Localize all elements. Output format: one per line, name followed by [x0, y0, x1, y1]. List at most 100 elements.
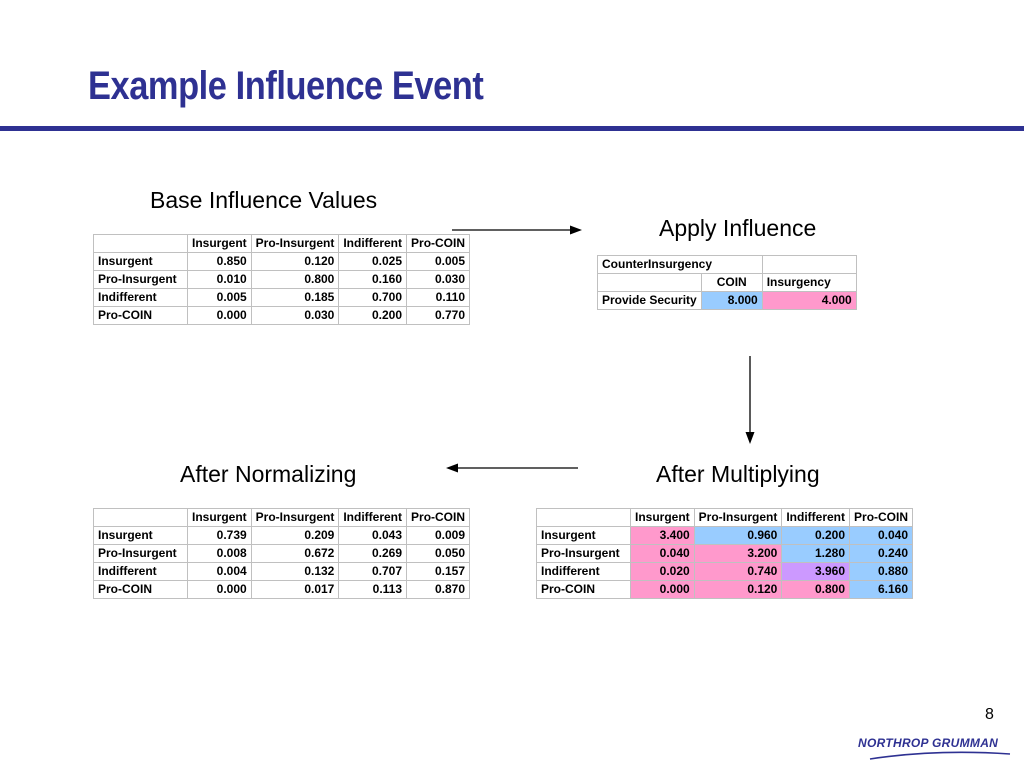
table-cell: 4.000 — [761, 291, 857, 310]
table-cell: 0.770 — [406, 306, 471, 325]
table-cell: 0.030 — [406, 270, 471, 289]
table-cell: 0.700 — [338, 288, 408, 307]
table-cell: 0.157 — [406, 562, 471, 581]
table-row: Provide Security 8.000 4.000 — [597, 291, 857, 310]
table-cell: 1.280 — [781, 544, 851, 563]
table-row: Insurgent 0.850 0.120 0.025 0.005 — [93, 252, 471, 271]
col-header: Pro-Insurgent — [693, 508, 783, 527]
table-cell: 0.040 — [849, 526, 914, 545]
arrow-left-icon — [446, 463, 578, 473]
apply-influence-table: CounterInsurgency COIN Insurgency Provid… — [597, 255, 857, 310]
col-header: Insurgent — [630, 508, 695, 527]
corner-cell — [93, 508, 188, 527]
table-cell: 0.004 — [187, 562, 252, 581]
title-underline — [0, 126, 1024, 131]
table-cell: 6.160 — [849, 580, 914, 599]
row-label: Insurgent — [93, 526, 188, 545]
col-header: Indifferent — [338, 508, 408, 527]
table-cell: 0.850 — [187, 252, 252, 271]
arrow-right-icon — [452, 225, 582, 235]
row-label: Indifferent — [536, 562, 631, 581]
group-label: CounterInsurgency — [597, 255, 763, 274]
caption-after-multiplying: After Multiplying — [656, 461, 820, 487]
table-cell: 0.113 — [338, 580, 408, 599]
row-label: Pro-Insurgent — [536, 544, 631, 563]
col-header-coin: COIN — [700, 273, 763, 292]
table-cell: 0.120 — [250, 252, 340, 271]
table-cell: 0.870 — [406, 580, 471, 599]
table-cell: 0.017 — [250, 580, 340, 599]
col-header: Indifferent — [338, 234, 408, 253]
table-cell: 0.009 — [406, 526, 471, 545]
table-row: Pro-COIN 0.000 0.030 0.200 0.770 — [93, 306, 471, 325]
corner-cell — [93, 234, 188, 253]
table-cell: 0.043 — [338, 526, 408, 545]
table-cell: 0.000 — [187, 306, 252, 325]
table-cell: 0.960 — [693, 526, 783, 545]
row-label: Pro-Insurgent — [93, 544, 188, 563]
table-row: Pro-Insurgent 0.010 0.800 0.160 0.030 — [93, 270, 471, 289]
table-cell: 0.030 — [250, 306, 340, 325]
table-cell: 0.672 — [250, 544, 340, 563]
table-cell: 0.000 — [187, 580, 252, 599]
table-row: Indifferent 0.005 0.185 0.700 0.110 — [93, 288, 471, 307]
table-cell: 0.160 — [338, 270, 408, 289]
table-cell: 0.209 — [250, 526, 340, 545]
empty-cell — [761, 255, 857, 274]
row-label: Pro-COIN — [536, 580, 631, 599]
row-label: Pro-COIN — [93, 580, 188, 599]
caption-after-normalizing: After Normalizing — [180, 461, 357, 487]
table-cell: 0.120 — [693, 580, 783, 599]
col-header: Indifferent — [781, 508, 851, 527]
corner-cell — [536, 508, 631, 527]
corner-cell — [597, 273, 702, 292]
col-header: Pro-Insurgent — [250, 508, 340, 527]
table-cell: 0.110 — [406, 288, 471, 307]
table-cell: 3.200 — [693, 544, 783, 563]
row-label: Indifferent — [93, 562, 188, 581]
table-row: Pro-COIN 0.000 0.120 0.800 6.160 — [536, 580, 914, 599]
table-row: Indifferent 0.004 0.132 0.707 0.157 — [93, 562, 471, 581]
table-cell: 8.000 — [700, 291, 763, 310]
table-header-row: COIN Insurgency — [597, 273, 857, 292]
page-number: 8 — [985, 706, 994, 723]
col-header: Pro-Insurgent — [250, 234, 340, 253]
table-cell: 0.800 — [781, 580, 851, 599]
table-cell: 0.050 — [406, 544, 471, 563]
row-label: Insurgent — [93, 252, 188, 271]
table-cell: 0.040 — [630, 544, 695, 563]
table-cell: 0.200 — [781, 526, 851, 545]
table-row: Insurgent 0.739 0.209 0.043 0.009 — [93, 526, 471, 545]
table-cell: 0.010 — [187, 270, 252, 289]
table-cell: 0.740 — [693, 562, 783, 581]
col-header: Pro-COIN — [406, 508, 471, 527]
caption-apply-influence: Apply Influence — [659, 215, 817, 241]
table-header-row: Insurgent Pro-Insurgent Indifferent Pro-… — [93, 508, 471, 527]
table-cell: 0.185 — [250, 288, 340, 307]
row-label: Indifferent — [93, 288, 188, 307]
base-influence-table: Insurgent Pro-Insurgent Indifferent Pro-… — [93, 234, 471, 325]
table-cell: 0.739 — [187, 526, 252, 545]
col-header: Insurgent — [187, 508, 252, 527]
caption-base-influence: Base Influence Values — [150, 187, 378, 213]
slide-title: Example Influence Event — [88, 64, 484, 108]
table-cell: 0.020 — [630, 562, 695, 581]
table-cell: 3.960 — [781, 562, 851, 581]
table-row: Pro-Insurgent 0.008 0.672 0.269 0.050 — [93, 544, 471, 563]
table-row: Insurgent 3.400 0.960 0.200 0.040 — [536, 526, 914, 545]
table-cell: 0.005 — [187, 288, 252, 307]
table-header-row: Insurgent Pro-Insurgent Indifferent Pro-… — [536, 508, 914, 527]
table-cell: 0.132 — [250, 562, 340, 581]
table-header-row: Insurgent Pro-Insurgent Indifferent Pro-… — [93, 234, 471, 253]
table-cell: 0.008 — [187, 544, 252, 563]
table-cell: 0.025 — [338, 252, 408, 271]
row-label: Pro-COIN — [93, 306, 188, 325]
northrop-grumman-logo: NORTHROP GRUMMAN — [858, 736, 1011, 760]
table-cell: 0.000 — [630, 580, 695, 599]
table-cell: 0.707 — [338, 562, 408, 581]
col-header: Pro-COIN — [849, 508, 914, 527]
row-label: Insurgent — [536, 526, 631, 545]
table-cell: 0.240 — [849, 544, 914, 563]
svg-text:NORTHROP GRUMMAN: NORTHROP GRUMMAN — [858, 736, 998, 750]
table-cell: 0.880 — [849, 562, 914, 581]
